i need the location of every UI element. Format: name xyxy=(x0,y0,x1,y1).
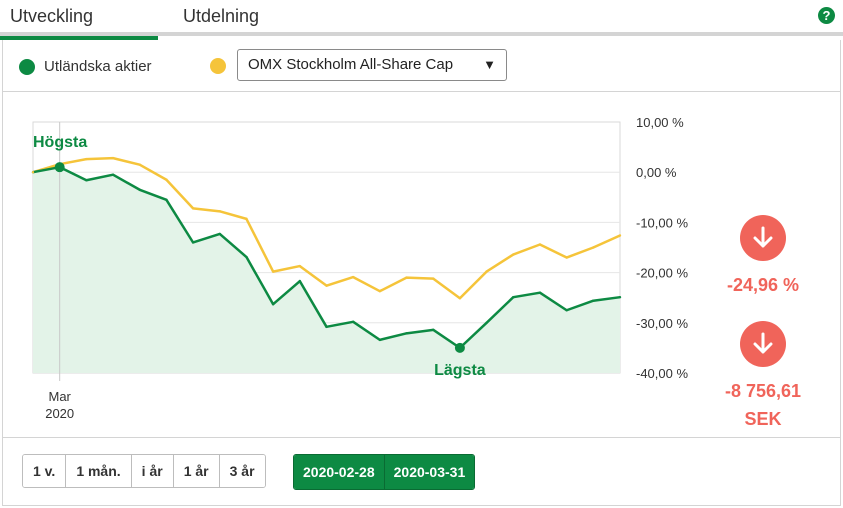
low-marker xyxy=(454,342,465,353)
svg-text:?: ? xyxy=(823,8,831,23)
change-sek-amount: -8 756,61 xyxy=(724,381,802,401)
index-data-point xyxy=(271,270,275,273)
own-data-point xyxy=(351,320,355,323)
index-select-value: OMX Stockholm All-Share Cap xyxy=(248,56,454,73)
index-data-point xyxy=(618,234,622,237)
index-data-point xyxy=(405,276,408,279)
help-icon[interactable]: ? xyxy=(818,7,835,24)
legend-row: Utländska aktier OMX Stockholm All-Share… xyxy=(3,40,840,92)
own-data-point xyxy=(378,338,382,342)
high-marker xyxy=(54,162,65,173)
own-data-point xyxy=(565,309,568,312)
y-tick-label: -30,00 % xyxy=(636,316,688,331)
performance-chart[interactable]: Högsta Lägsta 10,00 % 0,00 % -10,00 % -20,0… xyxy=(3,92,840,437)
index-data-point xyxy=(218,210,221,213)
date-range-group: 2020-02-28 2020-03-31 xyxy=(293,454,476,490)
own-data-point xyxy=(85,179,88,182)
index-data-point xyxy=(592,246,595,249)
index-data-point xyxy=(111,156,115,160)
period-1w-button[interactable]: 1 v. xyxy=(23,455,67,487)
arrow-down-icon xyxy=(740,321,786,367)
x-tick-label-month: Mar xyxy=(48,389,71,404)
low-label: Lägsta xyxy=(434,362,486,379)
period-1y-button[interactable]: 1 år xyxy=(173,455,220,487)
start-date-button[interactable]: 2020-02-28 xyxy=(294,455,385,489)
x-tick-label-year: 2020 xyxy=(45,406,74,421)
index-data-point xyxy=(85,157,88,161)
index-data-point xyxy=(298,264,302,268)
period-3y-button[interactable]: 3 år xyxy=(219,455,265,487)
index-series-dot-icon xyxy=(210,58,226,74)
index-data-point xyxy=(245,217,248,221)
legend-own-label: Utländska aktier xyxy=(44,58,152,75)
index-data-point xyxy=(432,277,435,280)
period-controls: 1 v. 1 mån. i år 1 år 3 år 2020-02-28 20… xyxy=(3,437,840,506)
index-data-point xyxy=(325,284,328,287)
period-ytd-button[interactable]: i år xyxy=(131,455,174,487)
index-data-point xyxy=(458,297,462,300)
own-data-point xyxy=(165,198,168,202)
own-series-area xyxy=(33,167,620,373)
change-sek-currency: SEK xyxy=(744,409,782,429)
high-label: Högsta xyxy=(33,134,87,151)
index-data-point xyxy=(138,163,141,166)
index-data-point xyxy=(191,207,195,210)
own-data-point xyxy=(432,328,435,332)
tab-distribution[interactable]: Utdelning xyxy=(183,6,260,26)
own-data-point xyxy=(111,173,115,176)
y-tick-label: -40,00 % xyxy=(636,366,688,381)
change-sek-stat: -8 756,61 SEK xyxy=(688,321,838,433)
caret-down-icon: ▼ xyxy=(483,57,496,72)
own-data-point xyxy=(592,299,595,302)
legend-own: Utländska aktier xyxy=(19,58,152,75)
index-data-point xyxy=(165,178,168,181)
change-percent-stat: -24,96 % xyxy=(688,215,838,299)
period-button-group: 1 v. 1 mån. i år 1 år 3 år xyxy=(22,454,266,488)
performance-panel: Utländska aktier OMX Stockholm All-Share… xyxy=(2,40,841,506)
own-data-point xyxy=(245,255,248,259)
tab-development[interactable]: Utveckling xyxy=(0,0,158,40)
own-data-point xyxy=(512,295,515,299)
end-date-button[interactable]: 2020-03-31 xyxy=(384,455,475,489)
own-data-point xyxy=(538,291,542,294)
own-data-point xyxy=(138,188,141,191)
own-data-point xyxy=(298,279,302,283)
own-data-point xyxy=(271,303,275,306)
index-data-point xyxy=(378,289,382,293)
index-data-point xyxy=(31,171,35,174)
y-tick-labels: 10,00 % 0,00 % -10,00 % -20,00 % -30,00 % -40… xyxy=(636,115,688,381)
index-data-point xyxy=(485,270,488,273)
tab-bar: Utveckling Utdelning ? xyxy=(0,0,843,40)
index-select[interactable]: OMX Stockholm All-Share Cap ▼ xyxy=(237,49,507,81)
legend-index xyxy=(210,58,235,74)
own-series-dot-icon xyxy=(19,58,35,75)
y-tick-label: 0,00 % xyxy=(636,165,677,180)
index-data-point xyxy=(351,275,355,279)
index-data-point xyxy=(512,253,515,256)
y-tick-label: 10,00 % xyxy=(636,115,684,130)
own-data-point xyxy=(191,241,195,244)
own-data-point xyxy=(485,321,488,324)
y-tick-label: -10,00 % xyxy=(636,215,688,230)
change-sek-value: -8 756,61 SEK xyxy=(688,377,838,433)
index-data-point xyxy=(565,256,568,259)
y-tick-label: -20,00 % xyxy=(636,266,688,281)
own-data-point xyxy=(218,232,221,236)
chart-area: Högsta Lägsta 10,00 % 0,00 % -10,00 % -20,0… xyxy=(3,92,840,437)
own-data-point xyxy=(405,332,408,335)
arrow-down-icon xyxy=(740,215,786,261)
change-percent-value: -24,96 % xyxy=(726,275,800,295)
own-data-point xyxy=(325,325,328,329)
index-data-point xyxy=(538,243,542,246)
period-1m-button[interactable]: 1 mån. xyxy=(66,455,132,487)
own-data-point xyxy=(618,295,622,299)
